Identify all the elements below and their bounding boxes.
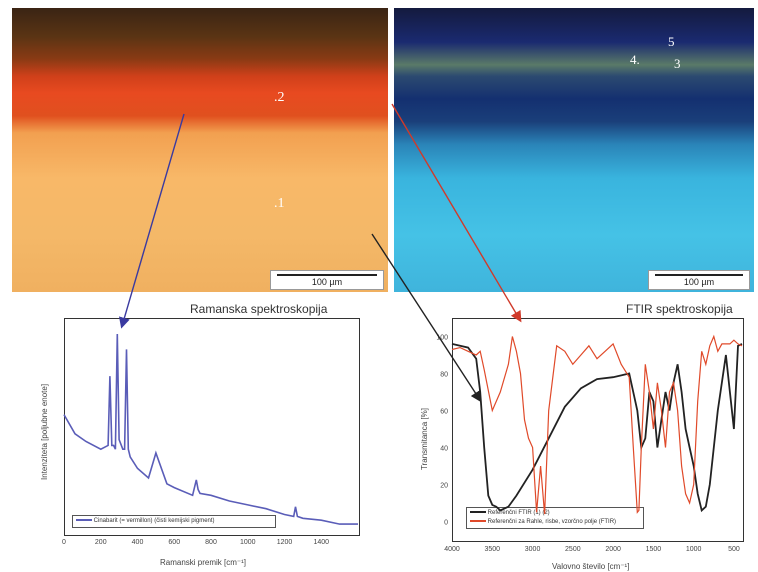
ftir-xtick-3: 2500 [565, 546, 581, 553]
layer-label-1: .1 [274, 196, 285, 211]
ftir-ytick-3: 60 [440, 409, 448, 416]
raman-xtick-5: 1000 [240, 539, 256, 546]
ftir-xtick-0: 4000 [444, 546, 460, 553]
layer-label-2: .2 [274, 90, 285, 105]
ftir-legend-label-2: Referenčni za Rahle, risbe, vzorčno polj… [487, 519, 617, 525]
ftir-series-line-2 [451, 334, 743, 515]
raman-legend-label: Cinabarit (= vermillon) (čisti kemijski … [93, 518, 215, 524]
ftir-xtick-1: 3500 [484, 546, 500, 553]
ftir-series-line-1 [451, 343, 743, 513]
raman-xtick-6: 1200 [277, 539, 293, 546]
raman-xtick-4: 800 [205, 539, 217, 546]
ftir-ytick-4: 80 [440, 372, 448, 379]
ftir-xtick-5: 1500 [646, 546, 662, 553]
raman-xtick-0: 0 [62, 539, 66, 546]
ftir-legend-swatch-1 [470, 511, 486, 514]
raman-xtick-7: 1400 [313, 539, 329, 546]
ftir-legend: Referenčni FTIR (1) (2) Referenčni za Ra… [466, 507, 644, 529]
raman-plot-frame [64, 318, 360, 536]
ftir-legend-label-1: Referenčni FTIR (1) (2) [487, 510, 550, 516]
ftir-xtick-2: 3000 [525, 546, 541, 553]
micrograph-visible-light: .2 .1 100 µm [12, 8, 388, 292]
scalebar-right: 100 µm [648, 270, 750, 290]
ftir-ytick-5: 100 [436, 335, 448, 342]
scalebar-left-label: 100 µm [311, 277, 343, 287]
raman-xtick-1: 200 [95, 539, 107, 546]
raman-legend-swatch [76, 519, 92, 522]
raman-xtick-2: 400 [132, 539, 144, 546]
raman-xtick-3: 600 [168, 539, 180, 546]
ftir-xtick-4: 2000 [605, 546, 621, 553]
raman-legend: Cinabarit (= vermillon) (čisti kemijski … [72, 515, 276, 528]
layer-label-4: 4. [630, 52, 640, 67]
ftir-legend-swatch-2 [470, 520, 486, 523]
ftir-xtick-6: 1000 [686, 546, 702, 553]
ftir-ytick-2: 40 [440, 446, 448, 453]
ftir-legend-item-2: Referenčni za Rahle, risbe, vzorčno polj… [470, 518, 640, 527]
ftir-xtick-7: 500 [728, 546, 740, 553]
layer-label-5: 5 [668, 34, 675, 49]
ftir-title: FTIR spektroskopija [626, 302, 733, 316]
raman-series-line [63, 333, 358, 525]
raman-title: Ramanska spektroskopija [190, 302, 328, 316]
ftir-legend-item-1: Referenčni FTIR (1) (2) [470, 509, 640, 518]
raman-xlabel: Ramanski premik [cm⁻¹] [160, 558, 247, 567]
scalebar-right-label: 100 µm [683, 277, 715, 287]
ftir-ytick-0: 0 [444, 520, 448, 527]
ftir-ytick-1: 20 [440, 483, 448, 490]
scalebar-left: 100 µm [270, 270, 384, 290]
layer-label-3: 3 [674, 56, 681, 71]
ftir-plot-frame [452, 318, 744, 542]
ftir-xlabel: Valovno število [cm⁻¹] [552, 562, 630, 571]
